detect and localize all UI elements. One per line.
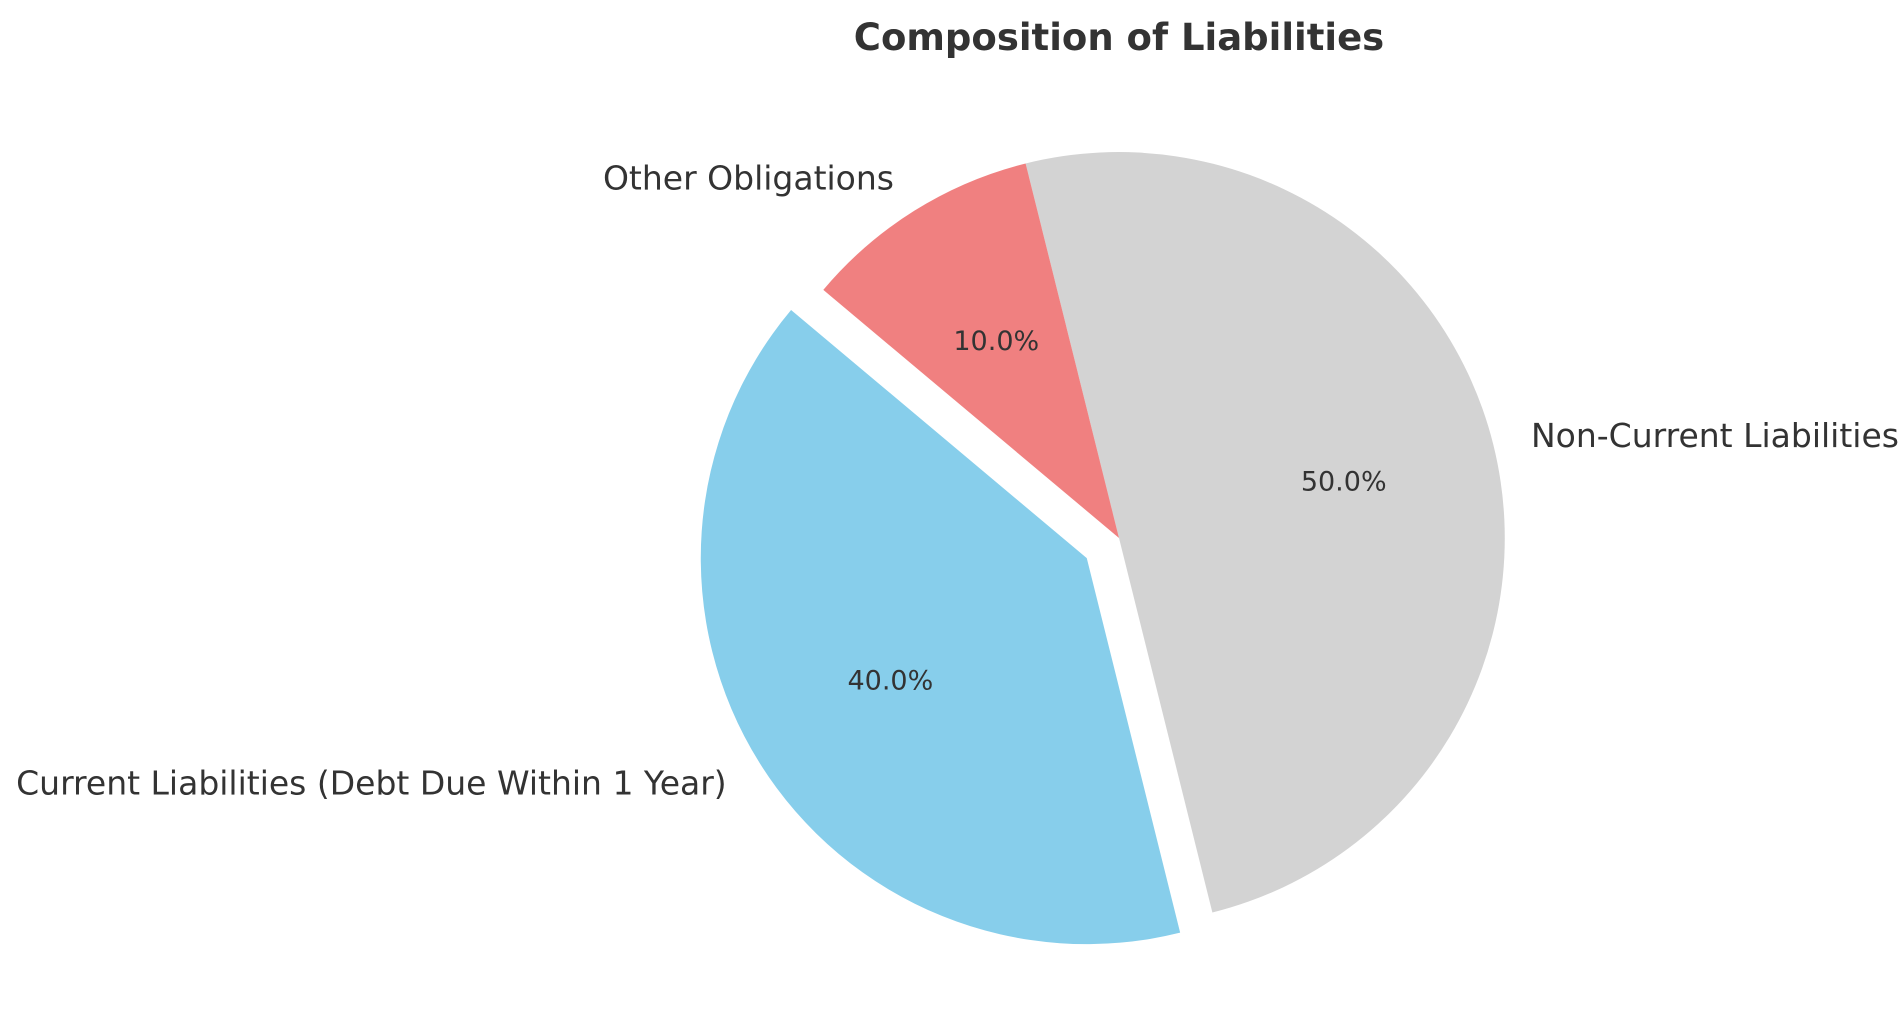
pie-labels: Current Liabilities (Debt Due Within 1 Y…: [16, 158, 1899, 802]
slice-pct-label-1: 40.0%: [847, 665, 933, 696]
slice-label-1: Current Liabilities (Debt Due Within 1 Y…: [16, 764, 727, 803]
pie-slice-3: [823, 163, 1119, 538]
slice-label-3: Other Obligations: [603, 158, 894, 197]
pie-slice-2: [1025, 152, 1505, 913]
pie-slices: [700, 152, 1505, 945]
pie-slice-1: [700, 310, 1181, 945]
slice-pct-label-2: 50.0%: [1301, 466, 1387, 497]
slice-label-2: Non-Current Liabilities: [1531, 416, 1899, 455]
chart-title: Composition of Liabilities: [854, 16, 1384, 59]
slice-pct-label-3: 10.0%: [953, 326, 1039, 357]
